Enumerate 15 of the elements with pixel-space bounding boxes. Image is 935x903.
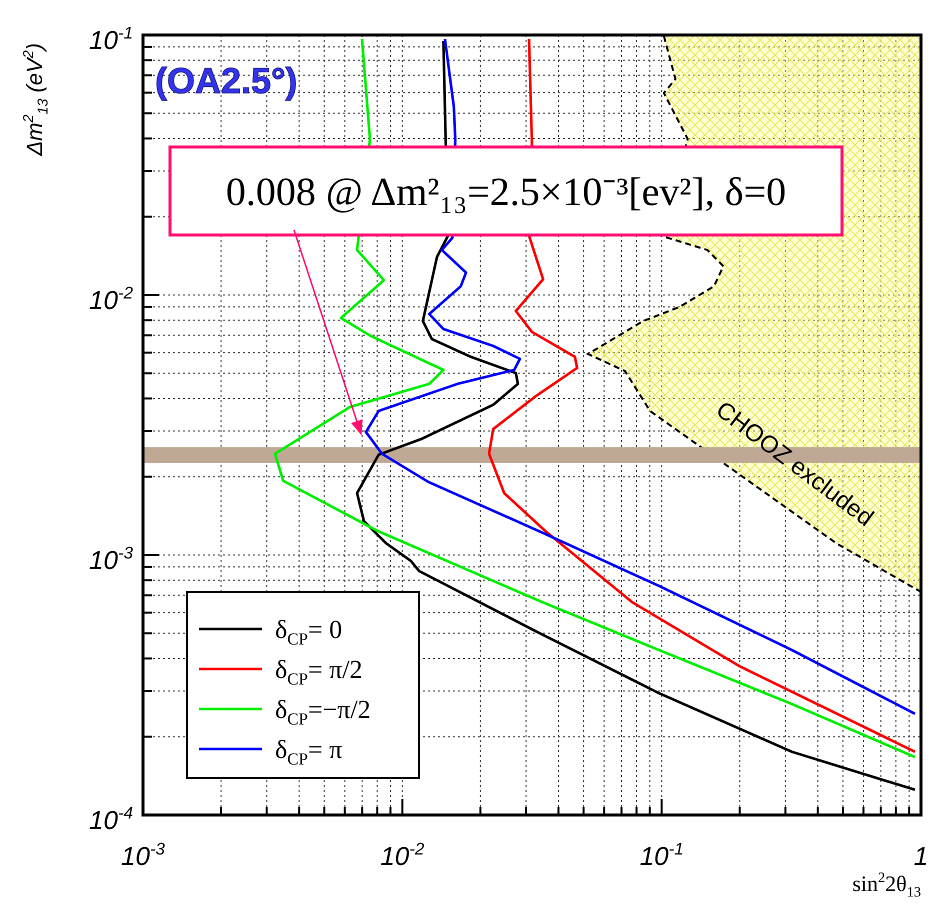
x-tick-label: 10$^{-1}$ (640, 840, 684, 871)
y-tick-label: 10$^{-2}$ (89, 284, 134, 315)
x-axis-title: sin$^{2}$2θ$_{13}$ (852, 870, 921, 900)
y-tick-label: 10$^{-1}$ (89, 24, 133, 55)
y-tick-label: 10$^{-3}$ (89, 544, 134, 575)
x-tick-label: 1 (914, 841, 928, 871)
annotation: 0.008 @ Δm²₁₃=2.5×10⁻³[ev²], δ=0 (226, 169, 786, 214)
legend-label: δ$_{CP}$=−π/2 (275, 695, 371, 728)
legend-label: δ$_{CP}$= π/2 (275, 655, 362, 688)
legend-label: δ$_{CP}$= π (275, 735, 342, 768)
legend-label: δ$_{CP}$= 0 (275, 615, 342, 648)
annotation: (OA2.5°) (155, 60, 298, 101)
y-tick-label: 10$^{-4}$ (89, 804, 133, 835)
x-tick-label: 10$^{-3}$ (121, 840, 166, 871)
x-tick-label: 10$^{-2}$ (380, 840, 425, 871)
